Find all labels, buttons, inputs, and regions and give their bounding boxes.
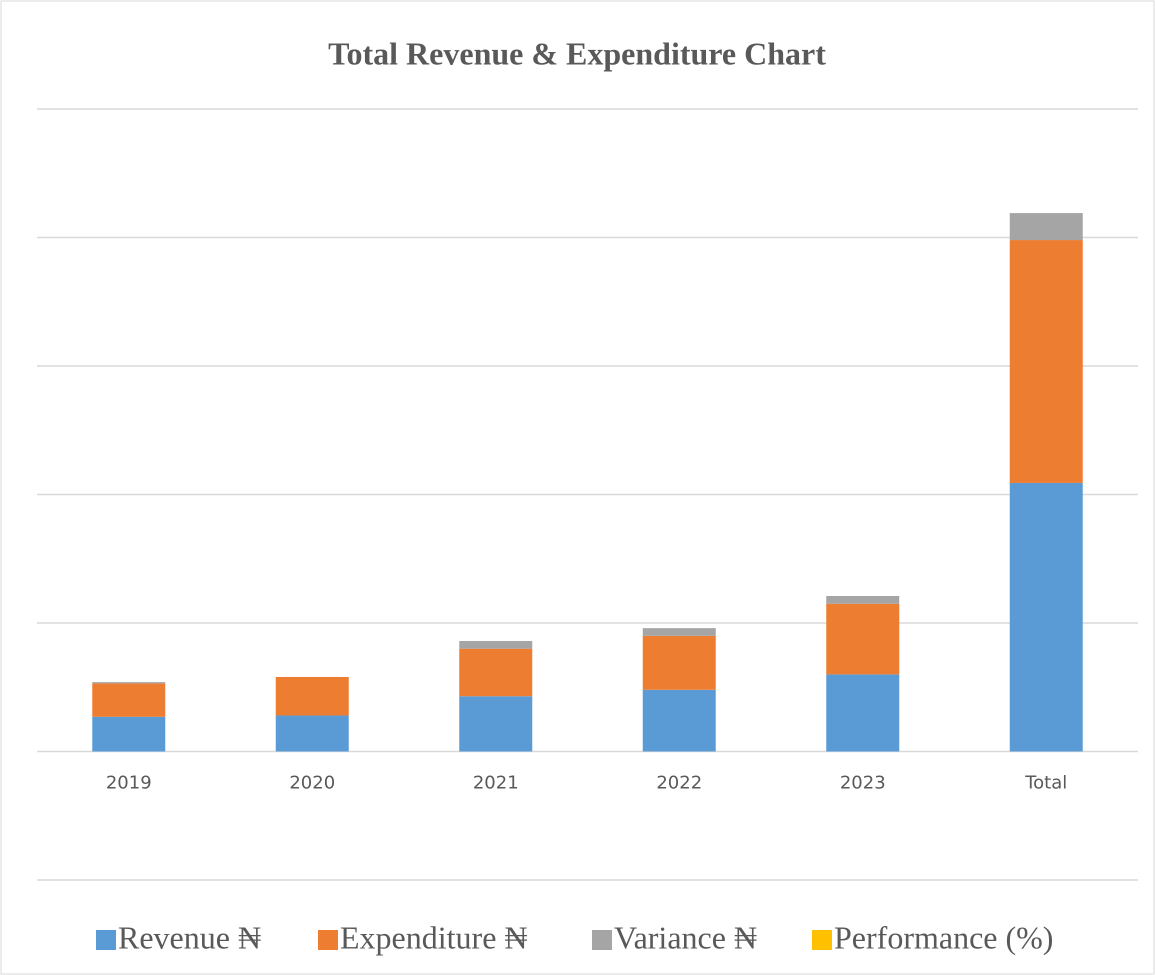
legend-swatch: [812, 930, 832, 950]
bar-segment: [92, 682, 166, 684]
legend-label: Variance ₦: [614, 919, 757, 955]
bar-segment: [1009, 213, 1083, 241]
x-tick-label: 2021: [473, 773, 519, 794]
bar-segment: [1009, 482, 1083, 752]
x-tick-label: 2023: [840, 773, 886, 794]
legend-swatch: [96, 930, 116, 950]
x-tick-label: 2022: [656, 773, 702, 794]
legend-swatch: [592, 930, 612, 950]
bar-segment: [92, 716, 166, 752]
bar-segment: [459, 640, 533, 649]
legend-label: Expenditure ₦: [340, 919, 528, 955]
bar-segment: [642, 628, 716, 636]
legend-label: Performance (%): [834, 919, 1053, 955]
x-tick-label: 2019: [106, 773, 152, 794]
bar-segment: [642, 635, 716, 690]
bar-segment: [826, 603, 900, 675]
chart-title: Total Revenue & Expenditure Chart: [328, 35, 826, 71]
bar-segment: [92, 683, 166, 717]
bar-segment: [275, 676, 349, 716]
x-tick-label: 2020: [289, 773, 335, 794]
x-tick-label: Total: [1024, 773, 1067, 794]
legend-swatch: [318, 930, 338, 950]
legend-label: Revenue ₦: [118, 919, 261, 955]
bar-segment: [1009, 240, 1083, 483]
bar-segment: [459, 696, 533, 752]
bar-segment: [826, 674, 900, 752]
bar-segment: [275, 715, 349, 752]
bar-segment: [642, 689, 716, 752]
bar-segment: [459, 648, 533, 697]
bar-segment: [826, 596, 900, 604]
